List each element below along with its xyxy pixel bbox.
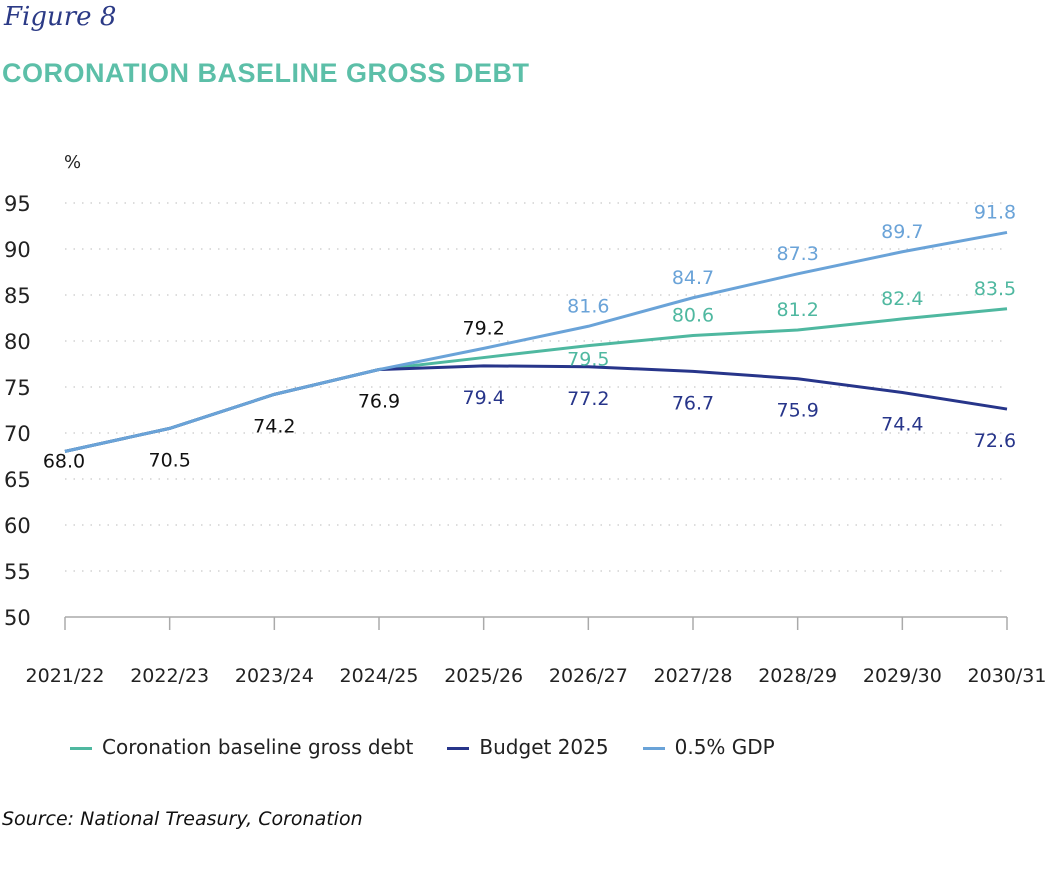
- data-label: 84.7: [672, 267, 714, 289]
- data-label: 79.4: [463, 387, 505, 409]
- data-label: 72.6: [974, 430, 1016, 452]
- x-tick-label: 2025/26: [444, 665, 523, 687]
- series-line-budget-2025: [64, 364, 1008, 453]
- legend-swatch: [70, 747, 92, 750]
- x-tick-label: 2026/27: [549, 665, 628, 687]
- series-line-0-5-gdp: [64, 230, 1008, 453]
- data-label: 79.2: [463, 317, 505, 339]
- x-tick-label: 2024/25: [340, 665, 419, 687]
- series-line-coronation-baseline-gross-debt: [64, 307, 1008, 453]
- legend-item: 0.5% GDP: [642, 735, 775, 759]
- x-tick-label: 2029/30: [863, 665, 942, 687]
- data-label: 80.6: [672, 304, 714, 326]
- legend-item: Coronation baseline gross debt: [70, 735, 413, 759]
- data-label: 74.4: [881, 414, 923, 436]
- data-label: 76.9: [358, 391, 400, 413]
- data-label: 81.2: [777, 299, 819, 321]
- data-label: 91.8: [974, 201, 1016, 223]
- data-label: 68.0: [43, 450, 85, 472]
- chart-title: CORONATION BASELINE GROSS DEBT: [2, 58, 530, 88]
- legend: Coronation baseline gross debt Budget 202…: [70, 735, 775, 759]
- data-label: 76.7: [672, 392, 714, 414]
- y-tick-label: 90: [4, 238, 31, 262]
- data-label: 83.5: [974, 278, 1016, 300]
- source-note: Source: National Treasury, Coronation: [2, 808, 363, 830]
- legend-swatch: [642, 747, 665, 750]
- y-tick-label: 50: [4, 606, 31, 630]
- figure-label: Figure 8: [4, 2, 117, 32]
- y-tick-label: 60: [4, 514, 31, 538]
- legend-item: Budget 2025: [447, 735, 609, 759]
- data-label: 81.6: [567, 295, 609, 317]
- data-label: 87.3: [777, 243, 819, 265]
- data-label: 74.2: [253, 415, 295, 437]
- legend-label: 0.5% GDP: [674, 735, 775, 759]
- legend-label: Budget 2025: [479, 735, 609, 759]
- y-tick-label: 55: [4, 560, 31, 584]
- data-label: 77.2: [567, 388, 609, 410]
- x-tick-label: 2027/28: [654, 665, 733, 687]
- y-tick-label: 80: [4, 330, 31, 354]
- data-label: 70.5: [149, 449, 191, 471]
- data-label: 75.9: [777, 400, 819, 422]
- y-tick-label: 70: [4, 422, 31, 446]
- x-tick-label: 2022/23: [130, 665, 209, 687]
- y-tick-label: 95: [4, 192, 31, 216]
- x-tick-label: 2021/22: [26, 665, 105, 687]
- data-label: 82.4: [881, 288, 923, 310]
- y-tick-label: 85: [4, 284, 31, 308]
- data-label: 89.7: [881, 221, 923, 243]
- x-tick-label: 2030/31: [968, 665, 1047, 687]
- y-axis-label: %: [64, 152, 81, 173]
- legend-label: Coronation baseline gross debt: [102, 735, 414, 759]
- y-tick-label: 75: [4, 376, 31, 400]
- y-tick-label: 65: [4, 468, 31, 492]
- x-tick-label: 2023/24: [235, 665, 314, 687]
- data-label: 79.5: [567, 349, 609, 371]
- x-tick-label: 2028/29: [758, 665, 837, 687]
- legend-swatch: [447, 747, 470, 750]
